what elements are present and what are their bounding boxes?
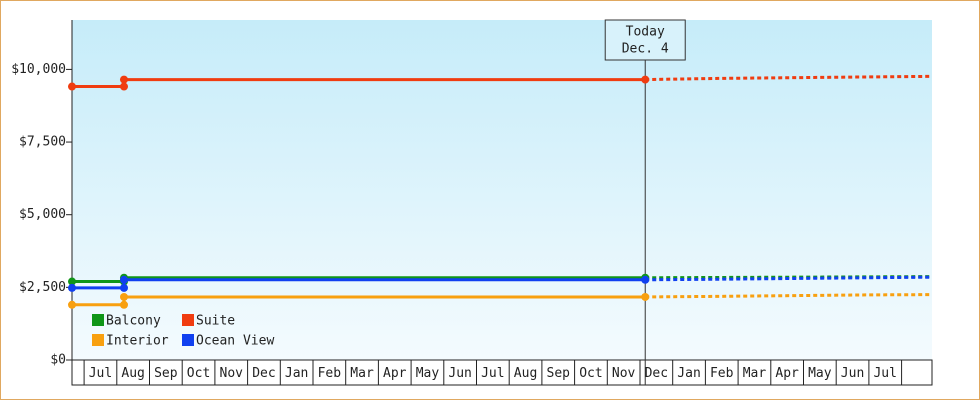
price-point	[119, 300, 128, 309]
legend-swatch	[182, 334, 194, 346]
legend-swatch	[92, 334, 104, 346]
legend-label: Balcony	[106, 314, 161, 329]
x-tick-label: Jun	[841, 366, 864, 381]
x-tick-label: Nov	[612, 366, 636, 381]
x-tick-label: Apr	[383, 366, 407, 381]
x-tick-label: Aug	[514, 366, 537, 381]
price-point	[119, 82, 128, 91]
x-tick-label: Feb	[318, 366, 342, 381]
today-label: Today	[626, 25, 665, 40]
x-tick-label: Mar	[350, 366, 374, 381]
price-point	[119, 75, 128, 84]
forecast-line	[645, 293, 933, 299]
x-tick-label: Apr	[775, 366, 799, 381]
x-tick-label: Mar	[743, 366, 767, 381]
y-tick-label: $10,000	[11, 62, 66, 77]
legend-swatch	[182, 314, 194, 326]
price-point	[641, 75, 650, 84]
x-tick-label: Nov	[220, 366, 244, 381]
price-point	[641, 275, 650, 284]
plot-area	[72, 20, 932, 360]
x-tick-label: Jul	[481, 366, 504, 381]
x-tick-label: Jan	[677, 366, 700, 381]
price-point	[68, 283, 76, 292]
y-tick-label: $2,500	[19, 280, 66, 295]
price-point	[68, 277, 76, 286]
legend-label: Interior	[106, 334, 169, 349]
y-tick-label: $7,500	[19, 135, 66, 150]
legend-swatch	[92, 314, 104, 326]
x-tick-label: Jun	[448, 366, 471, 381]
forecast-line	[645, 74, 933, 82]
x-tick-label: Feb	[710, 366, 734, 381]
x-tick-label: May	[416, 366, 440, 381]
price-point	[641, 292, 650, 301]
price-point	[119, 275, 128, 284]
forecast-line	[645, 275, 933, 282]
x-tick-label: Oct	[187, 366, 210, 381]
price-line	[72, 278, 646, 290]
y-tick-label: $0	[50, 353, 66, 368]
today-label: Dec. 4	[622, 42, 669, 57]
y-tick-label: $5,000	[19, 207, 66, 222]
x-tick-label: Jul	[89, 366, 112, 381]
x-tick-label: Dec	[645, 366, 668, 381]
today-box	[604, 19, 686, 61]
price-point	[68, 82, 76, 91]
x-tick-label: Dec	[252, 366, 275, 381]
x-tick-label: Sep	[154, 366, 178, 381]
x-tick-label: Oct	[579, 366, 602, 381]
x-tick-label: May	[808, 366, 832, 381]
x-tick-label: Jul	[873, 366, 896, 381]
x-tick-label: Jan	[285, 366, 308, 381]
x-tick-label: Aug	[121, 366, 144, 381]
price-point	[119, 283, 128, 292]
price-point	[68, 300, 76, 309]
legend-label: Suite	[196, 314, 235, 329]
legend-label: Ocean View	[196, 334, 274, 349]
x-tick-label: Sep	[547, 366, 571, 381]
price-point	[119, 292, 128, 301]
